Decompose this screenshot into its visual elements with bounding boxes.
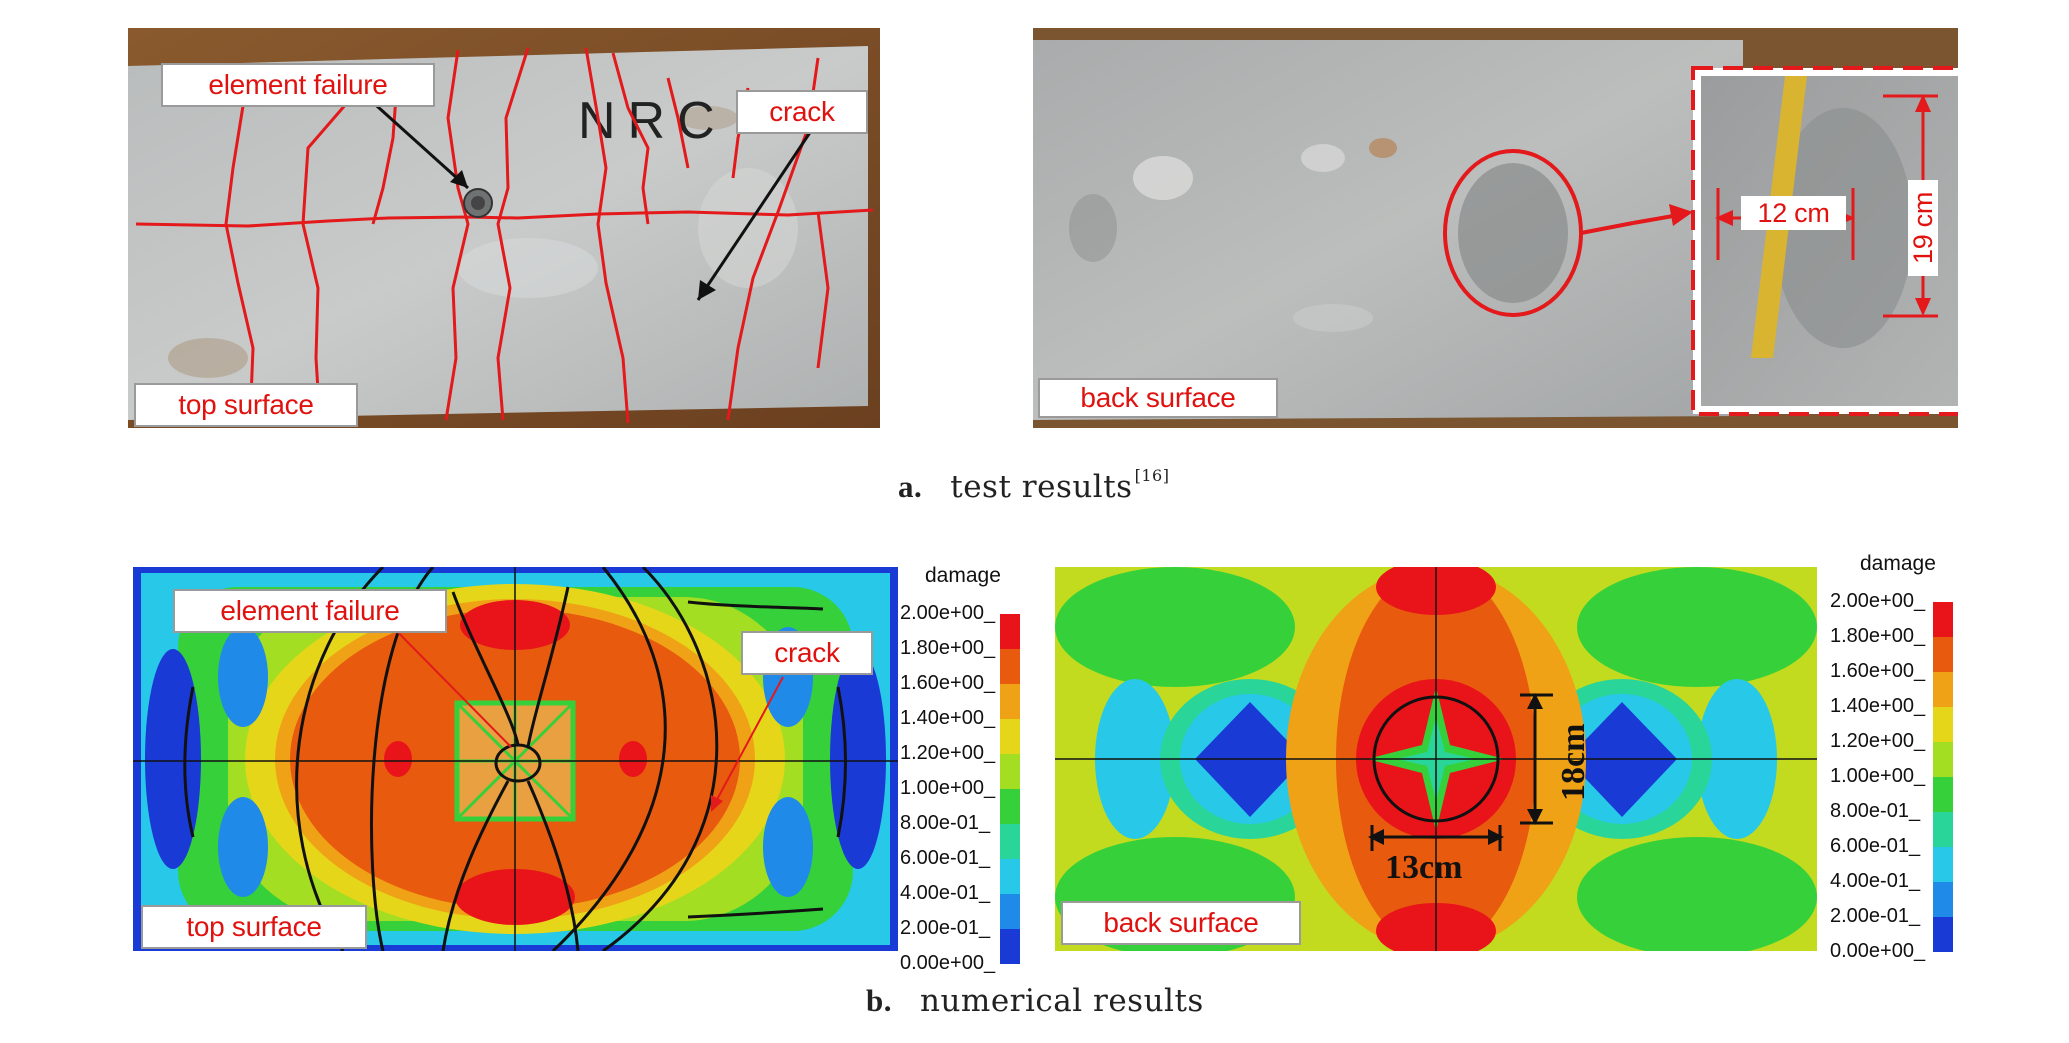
- label-back-surface: back surface: [1038, 378, 1278, 418]
- label-back-surface-numerical: back surface: [1061, 901, 1301, 945]
- damage-legend-top-tick-label: 1.40e+00_: [900, 707, 996, 729]
- damage-legend-back-color-segment: [1933, 917, 1953, 952]
- caption-b: b. numerical results: [866, 983, 1204, 1019]
- damage-legend-top-tick-label: 2.00e+00_: [900, 602, 996, 624]
- damage-legend-back-tick-label: 8.00e-01_: [1830, 800, 1921, 822]
- damage-legend-top-tick-label: 1.00e+00_: [900, 777, 996, 799]
- damage-legend-top: damage 2.00e+00_ 1.80e+00_ 1.60e+00_ 1.40e+…: [900, 560, 1020, 974]
- damage-legend-back-tick-label: 0.00e+00_: [1830, 940, 1926, 962]
- caption-b-letter: b.: [866, 983, 892, 1018]
- damage-legend-back-color-segment: [1933, 742, 1953, 777]
- damage-legend-top-color-segment: [1000, 684, 1020, 719]
- damage-legend-title: damage: [925, 564, 1001, 587]
- label-crack: crack: [736, 90, 868, 134]
- damage-legend-back-tick-label: 1.80e+00_: [1830, 625, 1926, 647]
- damage-legend-top-tick-label: 1.80e+00_: [900, 637, 996, 659]
- damage-legend-top-color-segment: [1000, 789, 1020, 824]
- damage-legend-back-color-segment: [1933, 707, 1953, 742]
- caption-b-text: numerical results: [920, 983, 1204, 1019]
- dim-13cm-label: 13cm: [1385, 849, 1463, 886]
- dim-19cm-label: 19 cm: [1908, 180, 1938, 276]
- photo-back-surface: 12 cm 19 cm back surface: [1033, 28, 1958, 428]
- damage-legend-back: damage 2.00e+00_ 1.80e+00_ 1.60e+00_ 1.40e+…: [1828, 548, 1958, 962]
- damage-colorbar: [1000, 614, 1020, 964]
- damage-legend-top-tick-label: 0.00e+00_: [900, 952, 996, 974]
- damage-colorbar-back: [1933, 602, 1953, 952]
- damage-legend-back-tick-label: 1.20e+00_: [1830, 730, 1926, 752]
- caption-a-text: test results: [950, 469, 1133, 505]
- label-top-surface-numerical: top surface: [141, 905, 367, 949]
- damage-legend-top-tick-label: 6.00e-01_: [900, 847, 991, 869]
- caption-a-letter: a.: [898, 469, 923, 504]
- dim-18cm-label: 18cm: [1555, 723, 1592, 801]
- damage-legend-top-color-segment: [1000, 649, 1020, 684]
- label-element-failure: element failure: [161, 63, 435, 107]
- contour-top-surface-drawing: [133, 567, 898, 951]
- damage-legend-top-color-segment: [1000, 719, 1020, 754]
- damage-legend-top-tick-label: 1.60e+00_: [900, 672, 996, 694]
- contour-top-surface: element failure crack top surface: [133, 567, 898, 951]
- damage-legend-top-color-segment: [1000, 614, 1020, 649]
- damage-legend-top-color-segment: [1000, 929, 1020, 964]
- photo-top-surface: NRC element failure crack top surface: [128, 28, 880, 428]
- dim-12cm-label: 12 cm: [1741, 196, 1846, 230]
- damage-legend-top-color-segment: [1000, 859, 1020, 894]
- damage-legend-back-color-segment: [1933, 637, 1953, 672]
- damage-legend-top-color-segment: [1000, 894, 1020, 929]
- damage-legend-title-back: damage: [1860, 552, 1936, 575]
- damage-legend-back-color-segment: [1933, 777, 1953, 812]
- damage-legend-top-tick-label: 8.00e-01_: [900, 812, 991, 834]
- damage-legend-back-tick-label: 2.00e-01_: [1830, 905, 1921, 927]
- damage-legend-top-tick-label: 1.20e+00_: [900, 742, 996, 764]
- damage-legend-top-tick-label: 4.00e-01_: [900, 882, 991, 904]
- contour-back-surface: 18cm 13cm back surface: [1055, 567, 1817, 951]
- label-crack-numerical: crack: [741, 631, 873, 675]
- damage-legend-back-tick-label: 1.00e+00_: [1830, 765, 1926, 787]
- damage-legend-top-color-segment: [1000, 754, 1020, 789]
- caption-a-reference: [16]: [1134, 466, 1170, 485]
- label-element-failure-numerical: element failure: [173, 589, 447, 633]
- damage-legend-back-tick-label: 2.00e+00_: [1830, 590, 1926, 612]
- damage-legend-back-color-segment: [1933, 602, 1953, 637]
- damage-legend-top-color-segment: [1000, 824, 1020, 859]
- damage-legend-back-color-segment: [1933, 672, 1953, 707]
- damage-legend-back-color-segment: [1933, 847, 1953, 882]
- damage-legend-back-tick-label: 4.00e-01_: [1830, 870, 1921, 892]
- damage-legend-back-color-segment: [1933, 812, 1953, 847]
- label-top-surface: top surface: [134, 383, 358, 427]
- caption-a: a. test results [16]: [898, 466, 1169, 505]
- damage-legend-back-tick-label: 1.40e+00_: [1830, 695, 1926, 717]
- damage-legend-back-tick-label: 6.00e-01_: [1830, 835, 1921, 857]
- damage-legend-back-color-segment: [1933, 882, 1953, 917]
- damage-legend-back-tick-label: 1.60e+00_: [1830, 660, 1926, 682]
- damage-legend-top-tick-label: 2.00e-01_: [900, 917, 991, 939]
- contour-back-surface-drawing: [1055, 567, 1817, 951]
